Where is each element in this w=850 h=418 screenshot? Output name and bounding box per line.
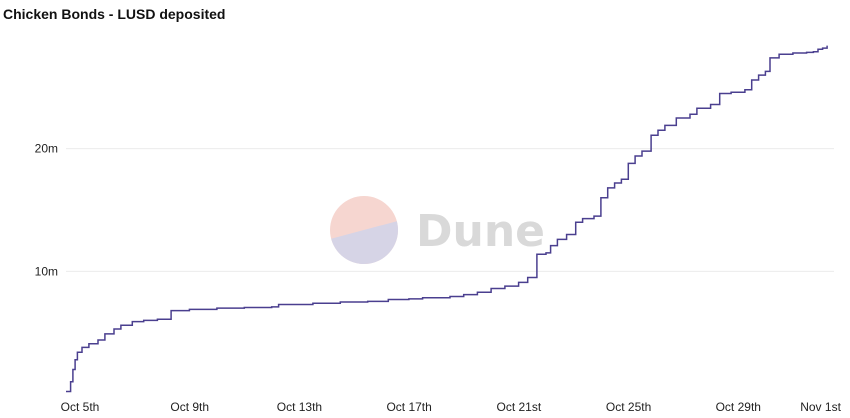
x-axis: Oct 5th Oct 9th Oct 13th Oct 17th Oct 21st Oc… — [61, 400, 842, 414]
x-tick-label: Nov 1st — [800, 400, 841, 414]
x-tick-label: Oct 21st — [497, 400, 542, 414]
y-tick-label: 20m — [35, 142, 58, 156]
watermark-logo-bottom — [331, 221, 398, 264]
x-tick-label: Oct 5th — [61, 400, 100, 414]
x-tick-label: Oct 29th — [716, 400, 761, 414]
x-tick-label: Oct 25th — [606, 400, 651, 414]
x-tick-label: Oct 17th — [386, 400, 431, 414]
series-layer — [66, 45, 828, 393]
grid-lines — [66, 148, 834, 272]
watermark-text: Dune — [416, 206, 545, 257]
series-line-0 — [66, 45, 828, 393]
x-tick-label: Oct 13th — [277, 400, 322, 414]
y-tick-label: 10m — [35, 264, 58, 278]
y-axis: 10m 20m — [35, 142, 58, 279]
x-tick-label: Oct 9th — [170, 400, 209, 414]
dune-watermark: Dune — [330, 196, 545, 264]
chart-title: Chicken Bonds - LUSD deposited — [3, 6, 226, 22]
